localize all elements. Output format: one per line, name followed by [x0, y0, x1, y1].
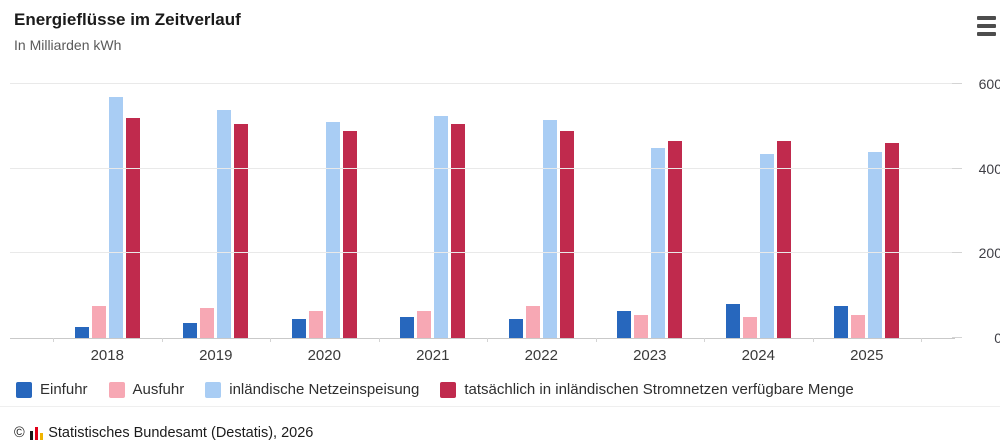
- y-tick-400: [952, 167, 962, 169]
- x-axis-label-2022: 2022: [524, 347, 558, 364]
- plot-area: 0 200 400 600: [10, 60, 1000, 346]
- legend-label: inländische Netzeinspeisung: [229, 381, 420, 398]
- bar-2022: [508, 319, 523, 338]
- logo-bar: [29, 430, 34, 440]
- bar-2024: [759, 153, 774, 338]
- bar-2020: [291, 319, 306, 338]
- y-tick-600: [952, 83, 962, 85]
- destatis-logo-icon: [29, 426, 44, 440]
- legend-item-2[interactable]: Ausfuhr: [108, 381, 185, 398]
- bar-2024: [742, 316, 757, 338]
- x-axis-labels: 2018 2019 2020 2021 2022 2023 2024 2025: [53, 347, 921, 364]
- logo-bar: [34, 426, 39, 440]
- bar-2019: [234, 124, 249, 338]
- legend: Einfuhr Ausfuhr inländische Netzeinspeisun…: [16, 381, 854, 398]
- bar-2021: [451, 124, 466, 338]
- bar-2023: [651, 147, 666, 338]
- chart-subtitle: In Milliarden kWh: [14, 37, 122, 54]
- x-tick: [921, 338, 922, 342]
- legend-item-4[interactable]: tatsächlich in inländischen Stromnetzen …: [440, 381, 854, 398]
- gridline-600: [10, 83, 955, 85]
- legend-label: tatsächlich in inländischen Stromnetzen …: [464, 381, 854, 398]
- bar-2025: [834, 306, 849, 338]
- bar-group-2018: [53, 60, 162, 338]
- x-tick: [595, 338, 597, 342]
- x-axis-label-2018: 2018: [90, 347, 124, 364]
- divider-line: [0, 406, 1000, 407]
- x-axis-label-2023: 2023: [633, 347, 667, 364]
- bar-2018: [74, 327, 89, 338]
- y-axis-label-0: 0: [994, 330, 1000, 346]
- chart-title: Energieflüsse im Zeitverlauf: [14, 10, 241, 29]
- bar-2023: [668, 141, 683, 338]
- x-axis-label-2025: 2025: [850, 347, 884, 364]
- x-axis-label-2020: 2020: [307, 347, 341, 364]
- bar-2021: [400, 316, 415, 338]
- bar-2023: [634, 314, 649, 338]
- bar-2021: [434, 115, 449, 338]
- bar-group-2025: [813, 60, 922, 338]
- bar-2018: [91, 306, 106, 338]
- bar-2018: [125, 118, 140, 338]
- bar-2019: [217, 109, 232, 338]
- bar-2018: [108, 96, 123, 338]
- bar-2020: [308, 310, 323, 338]
- bar-2024: [725, 304, 740, 338]
- bar-2019: [200, 308, 215, 338]
- bar-group-2022: [487, 60, 596, 338]
- x-tick: [53, 338, 54, 342]
- bar-2020: [325, 122, 340, 338]
- legend-swatch-icon: [108, 381, 125, 398]
- x-axis-label-2024: 2024: [741, 347, 775, 364]
- legend-item-3[interactable]: inländische Netzeinspeisung: [205, 381, 419, 398]
- bars-row: [53, 60, 922, 342]
- legend-label: Ausfuhr: [132, 381, 185, 398]
- copyright-symbol: ©: [14, 425, 25, 441]
- bar-group-2021: [379, 60, 488, 338]
- legend-swatch-icon: [16, 381, 32, 398]
- y-axis-label-200: 200: [978, 245, 1000, 262]
- footer: © Statistisches Bundesamt (Destatis), 20…: [14, 425, 313, 441]
- x-axis-label-2021: 2021: [416, 347, 450, 364]
- bar-2022: [559, 130, 574, 338]
- bar-group-2019: [162, 60, 271, 338]
- bar-group-2023: [596, 60, 705, 338]
- y-tick-200: [952, 252, 962, 254]
- bar-2021: [417, 310, 432, 338]
- hamburger-menu-icon[interactable]: [977, 16, 996, 40]
- bar-2022: [525, 306, 540, 338]
- logo-bar: [39, 432, 44, 440]
- x-tick: [704, 338, 705, 342]
- bar-2025: [885, 143, 900, 338]
- bar-group-2024: [704, 60, 813, 338]
- x-tick: [378, 338, 380, 342]
- bar-2023: [617, 310, 632, 338]
- bar-2025: [851, 314, 866, 338]
- bar-group-2020: [270, 60, 379, 338]
- legend-swatch-icon: [440, 381, 457, 398]
- gridline-400: [10, 167, 955, 169]
- legend-item-1[interactable]: Einfuhr: [16, 381, 88, 398]
- legend-label: Einfuhr: [40, 381, 88, 398]
- x-tick: [487, 338, 488, 342]
- chart-header: Energieflüsse im Zeitverlauf In Milliard…: [14, 10, 241, 53]
- bar-2020: [342, 130, 357, 338]
- bar-2019: [183, 323, 198, 338]
- gridline-200: [10, 252, 955, 254]
- y-tick-0: [952, 337, 962, 338]
- legend-swatch-icon: [205, 381, 222, 398]
- bar-2022: [542, 120, 557, 338]
- source-text: Statistisches Bundesamt (Destatis), 2026: [48, 425, 314, 441]
- x-tick: [812, 338, 814, 342]
- y-axis-label-400: 400: [978, 160, 1000, 177]
- bar-2024: [776, 141, 791, 338]
- x-tick: [270, 338, 271, 342]
- bar-2025: [868, 151, 883, 338]
- y-axis-label-600: 600: [978, 76, 1000, 93]
- x-axis-label-2019: 2019: [199, 347, 233, 364]
- x-tick: [161, 338, 163, 342]
